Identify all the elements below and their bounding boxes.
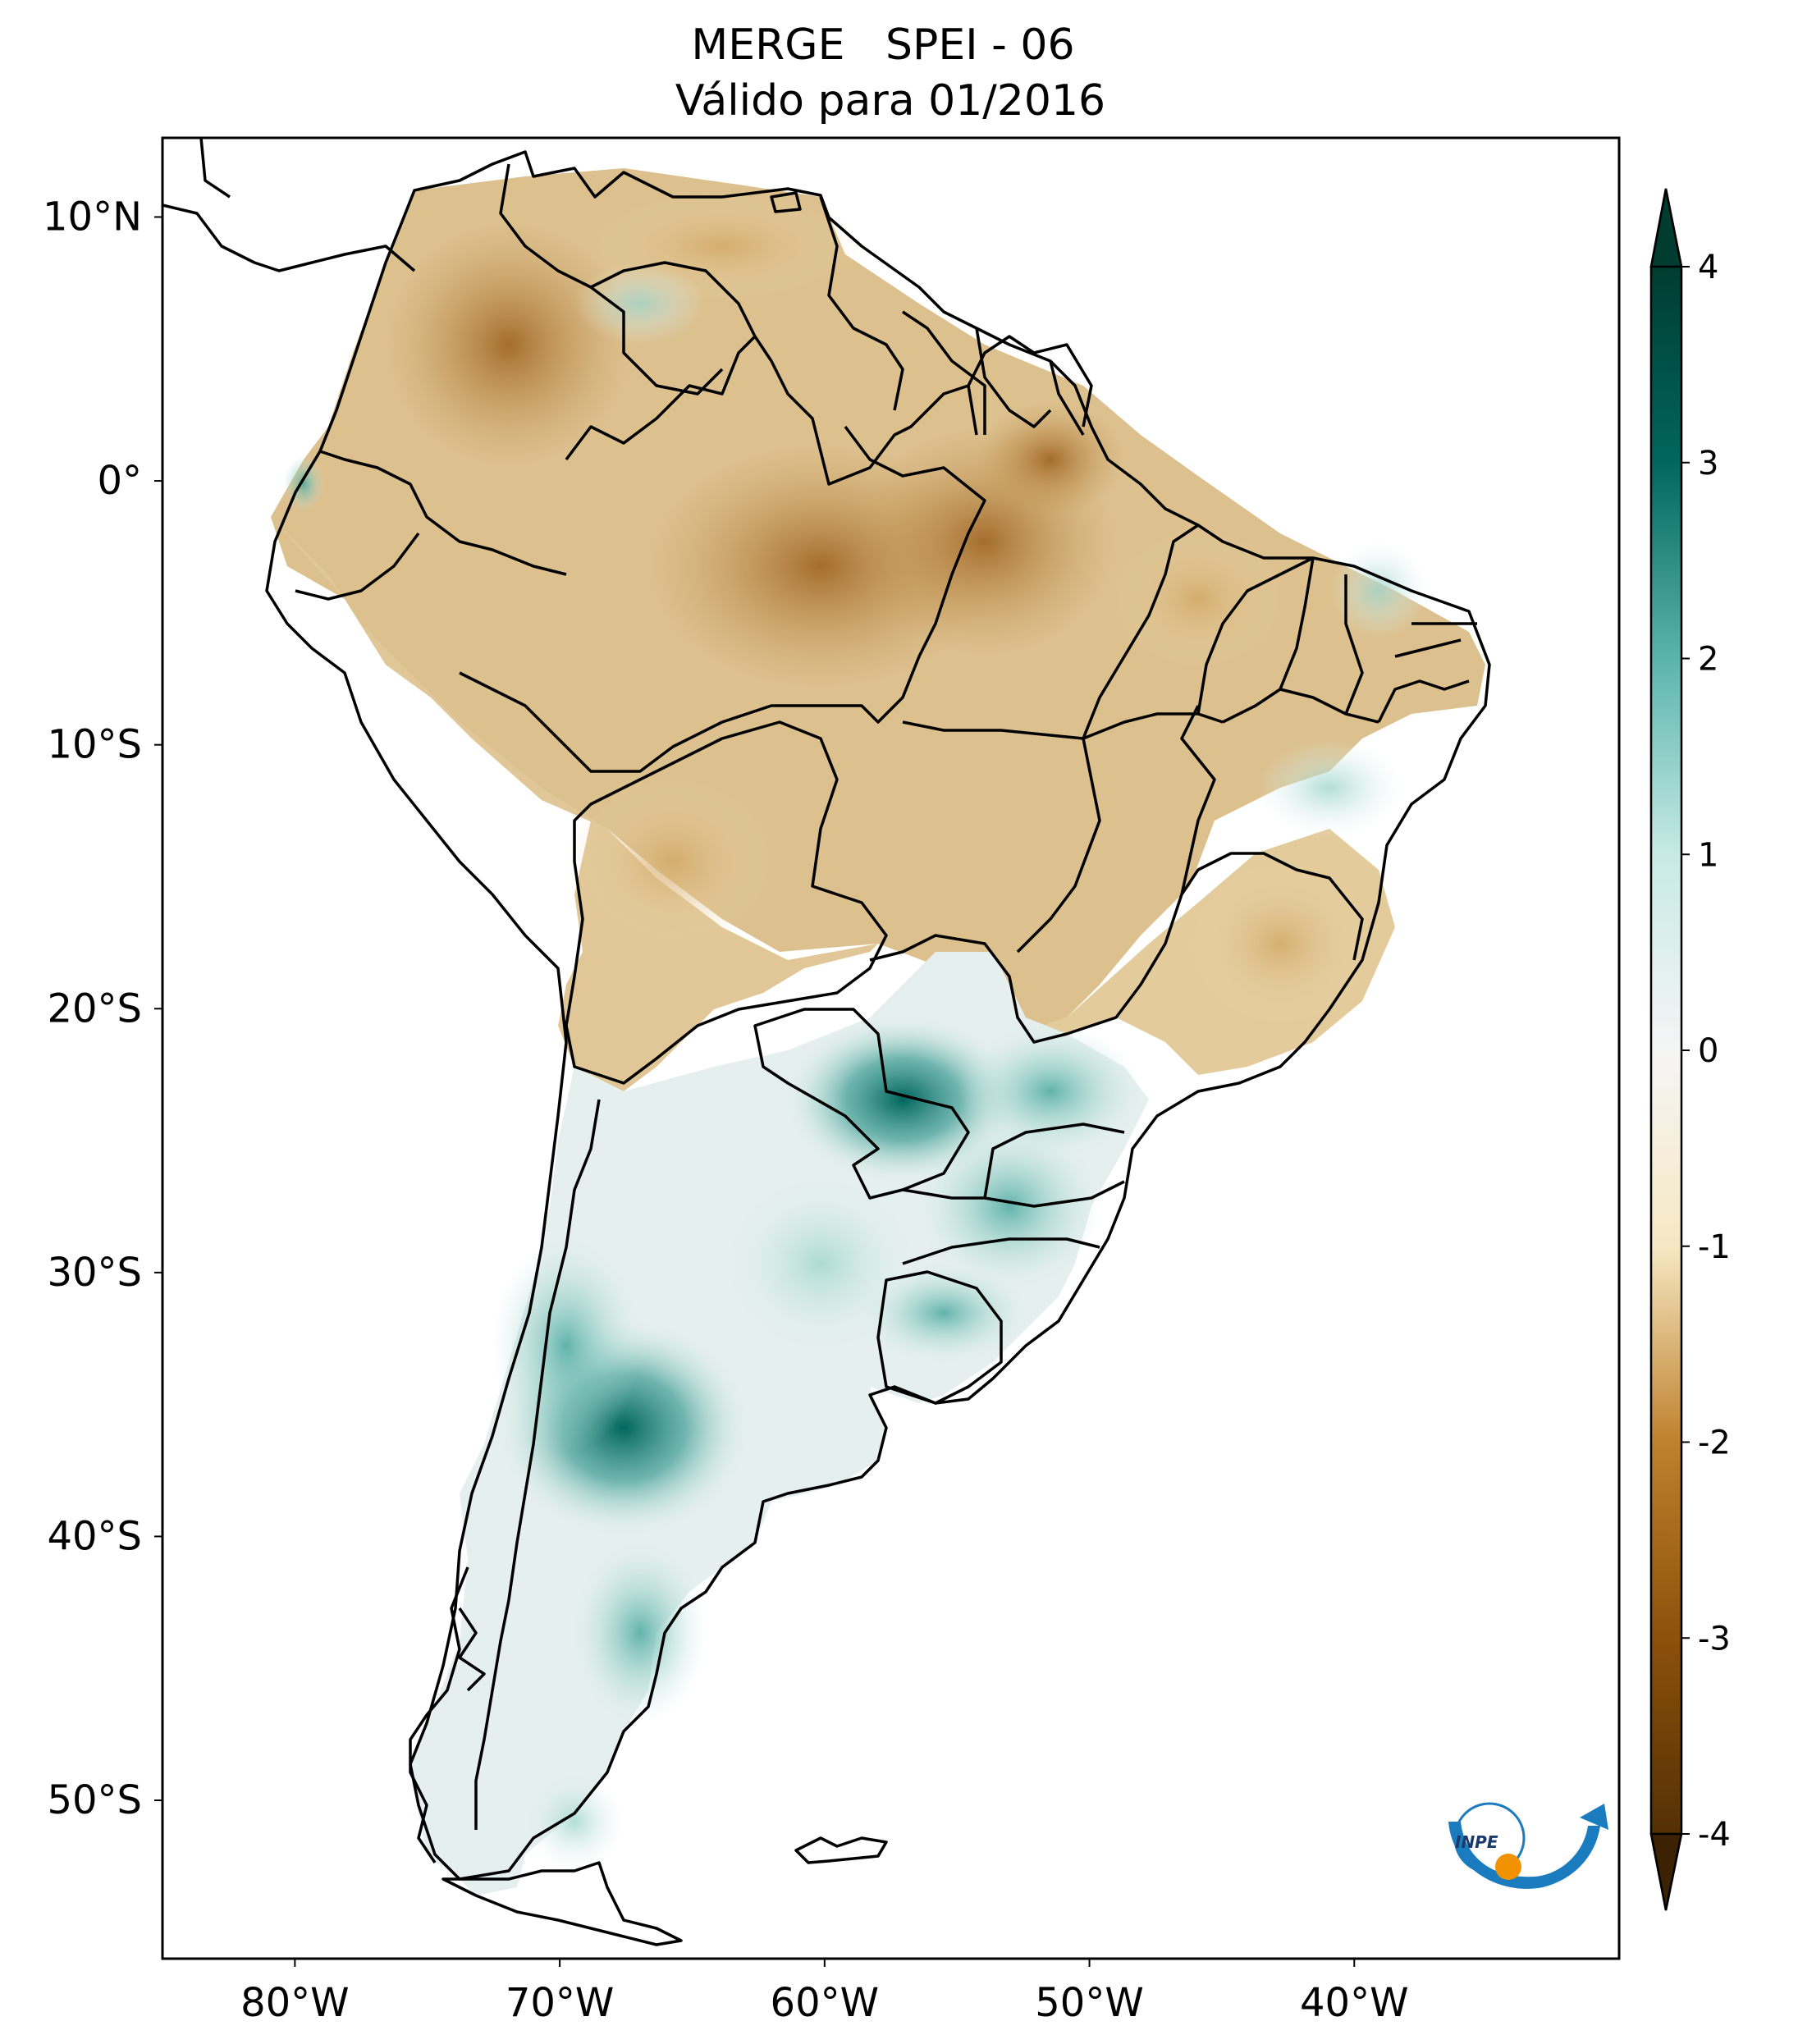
lat-tick-label: 30°S [47, 1250, 142, 1296]
colorbar-tick-label: -2 [1698, 1424, 1731, 1462]
border-ecuador-peru [295, 450, 567, 601]
border-central-america [162, 138, 416, 272]
colorbar-tick-label: 4 [1698, 249, 1718, 286]
colorbar-tick-label: 2 [1698, 641, 1718, 679]
border-uruguay [876, 1270, 1003, 1405]
lat-tick-label: 0° [97, 458, 142, 504]
border-tierra-del-fuego [441, 1861, 683, 1946]
colorbar-tick-label: -3 [1698, 1620, 1731, 1658]
lon-tick-label: 50°W [1035, 1980, 1144, 2026]
border-amazon-south [459, 425, 986, 773]
border-caribbean-islands [770, 191, 802, 213]
border-lines [162, 138, 1491, 1946]
longitude-tick-labels: 80°W 70°W 60°W 50°W 40°W [240, 1959, 1409, 2026]
colorbar-tick-label: 3 [1698, 445, 1718, 482]
lon-tick-label: 40°W [1300, 1980, 1409, 2026]
logo-sun [1495, 1854, 1521, 1880]
continent-outline [265, 150, 1491, 1881]
border-brazil-central-states [869, 705, 1364, 1044]
logo-text: INPE [1455, 1832, 1498, 1852]
lon-tick-label: 80°W [240, 1980, 350, 2026]
lat-tick-label: 10°S [47, 722, 142, 768]
lat-tick-label: 40°S [47, 1513, 142, 1559]
border-brazil-northeast-states [1082, 524, 1477, 739]
lat-tick-label: 50°S [47, 1777, 142, 1823]
colorbar-extend-top [1649, 188, 1683, 268]
map-title-line2: Válido para 01/2016 [675, 76, 1105, 126]
colorbar-tick-label: 1 [1698, 836, 1718, 874]
logo-arrow-head [1580, 1804, 1608, 1830]
colorbar-tick-label: 0 [1698, 1032, 1718, 1070]
border-paraguay [753, 1008, 970, 1200]
map-frame [161, 136, 1621, 1960]
lat-tick-label: 20°S [47, 985, 142, 1031]
border-chile-argentina [474, 1099, 601, 1830]
colorbar-tick-label: -1 [1698, 1228, 1731, 1266]
colorbar-extend-bottom [1649, 1832, 1683, 1911]
map-plot-area [162, 138, 1619, 1959]
border-brazil-west [565, 335, 1093, 486]
logo-orbit [1453, 1802, 1526, 1874]
lon-tick-label: 60°W [771, 1980, 880, 2026]
colorbar: 4 3 2 1 0 -1 -2 -3 -4 [1649, 188, 1731, 1911]
colorbar-tick-labels: 4 3 2 1 0 -1 -2 -3 -4 [1681, 249, 1731, 1854]
border-brazil-south-states [902, 1123, 1125, 1265]
border-bolivia [565, 720, 888, 1085]
latitude-tick-labels: 10°N 0° 10°S 20°S 30°S 40°S 50°S [43, 194, 162, 1823]
colorbar-body [1651, 267, 1681, 1834]
border-falklands [794, 1836, 888, 1864]
border-guianas [819, 196, 1085, 436]
inpe-logo: INPE [1448, 1802, 1608, 1889]
border-colombia-venezuela [499, 163, 757, 396]
map-title-line1: MERGE SPEI - 06 [691, 21, 1074, 70]
dry-region-andes [271, 517, 878, 1091]
border-chile-coast-fjords [409, 1566, 486, 1863]
lon-tick-label: 70°W [506, 1980, 615, 2026]
lat-tick-label: 10°N [43, 194, 142, 240]
colorbar-tick-label: -4 [1698, 1816, 1731, 1854]
